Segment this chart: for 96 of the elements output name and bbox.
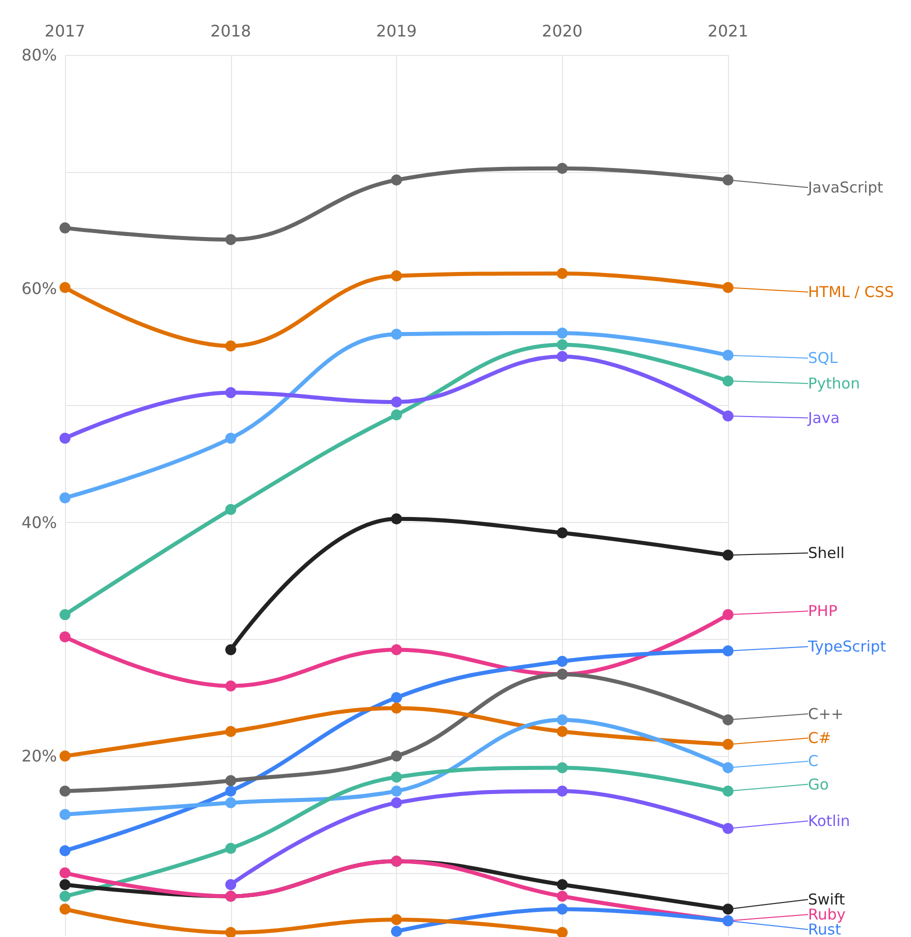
point: [60, 867, 70, 878]
x-tick-label: 2020: [542, 22, 583, 40]
legend-label: HTML / CSS: [808, 283, 894, 302]
point: [60, 879, 70, 890]
point: [60, 845, 70, 856]
point: [391, 772, 402, 783]
point: [722, 410, 734, 422]
point: [225, 387, 236, 398]
point: [391, 926, 402, 937]
point: [556, 268, 568, 279]
point: [60, 786, 70, 797]
point: [391, 702, 402, 714]
point: [722, 823, 734, 834]
point: [391, 797, 402, 808]
point: [60, 890, 70, 902]
y-tick-label: 20%: [21, 746, 57, 766]
x-tick-label: 2019: [376, 22, 417, 40]
legend-label: SQL: [808, 349, 838, 368]
point: [60, 222, 70, 234]
point: [722, 174, 734, 186]
point: [225, 842, 236, 854]
point: [556, 350, 568, 362]
legend-label: Python: [808, 374, 860, 392]
legend-label: C#: [808, 729, 832, 748]
point: [225, 726, 236, 738]
point: [556, 726, 568, 738]
point: [556, 714, 568, 726]
legend-label: PHP: [808, 602, 838, 620]
point: [556, 786, 568, 797]
point: [60, 808, 70, 820]
point: [391, 328, 402, 340]
point: [391, 409, 402, 420]
point: [391, 914, 402, 926]
point: [60, 631, 70, 642]
x-tick-label: 2018: [210, 22, 252, 40]
point: [556, 162, 568, 174]
point: [556, 926, 568, 937]
point: [391, 513, 402, 524]
point: [391, 270, 402, 282]
legend-label: C: [808, 752, 818, 770]
point: [556, 762, 568, 774]
legend-label: Kotlin: [808, 812, 850, 830]
point: [556, 656, 568, 667]
point: [225, 432, 236, 444]
point: [391, 786, 402, 797]
point: [225, 644, 236, 656]
legend-label: Shell: [808, 544, 845, 562]
point: [722, 350, 734, 361]
y-tick-label: 80%: [21, 46, 57, 64]
point: [722, 738, 734, 750]
legend-label: Go: [808, 775, 829, 794]
point: [225, 680, 236, 692]
legend-label: Ruby: [808, 906, 846, 924]
point: [60, 750, 70, 762]
y-tick-label: 60%: [21, 279, 57, 298]
point: [60, 492, 70, 504]
point: [722, 762, 734, 774]
point: [60, 282, 70, 294]
point: [722, 714, 734, 726]
point: [60, 904, 70, 915]
point: [225, 504, 236, 516]
point: [722, 904, 734, 915]
point: [722, 375, 734, 386]
point: [556, 904, 568, 915]
point: [722, 550, 734, 561]
point: [60, 609, 70, 620]
point: [225, 340, 236, 352]
point: [391, 174, 402, 186]
legend-label: JavaScript: [807, 178, 884, 197]
point: [722, 282, 734, 294]
legend-label: Java: [807, 408, 840, 427]
legend-label: Swift: [808, 890, 845, 908]
point: [722, 786, 734, 797]
point: [391, 750, 402, 762]
point: [225, 775, 236, 786]
x-tick-label: 2017: [44, 22, 86, 40]
legend-label: TypeScript: [807, 638, 886, 656]
point: [556, 890, 568, 902]
y-tick-label: 40%: [21, 512, 57, 532]
point: [391, 644, 402, 656]
point: [225, 879, 236, 890]
point: [556, 879, 568, 890]
point: [722, 609, 734, 620]
point: [556, 527, 568, 538]
point: [225, 797, 236, 808]
legend-label: C++: [808, 704, 844, 723]
point: [722, 645, 734, 656]
point: [391, 692, 402, 704]
point: [556, 328, 568, 339]
point: [391, 396, 402, 408]
point: [225, 234, 236, 246]
point: [556, 339, 568, 350]
point: [225, 926, 236, 937]
x-tick-label: 2021: [708, 22, 748, 40]
point: [225, 786, 236, 797]
point: [60, 432, 70, 444]
